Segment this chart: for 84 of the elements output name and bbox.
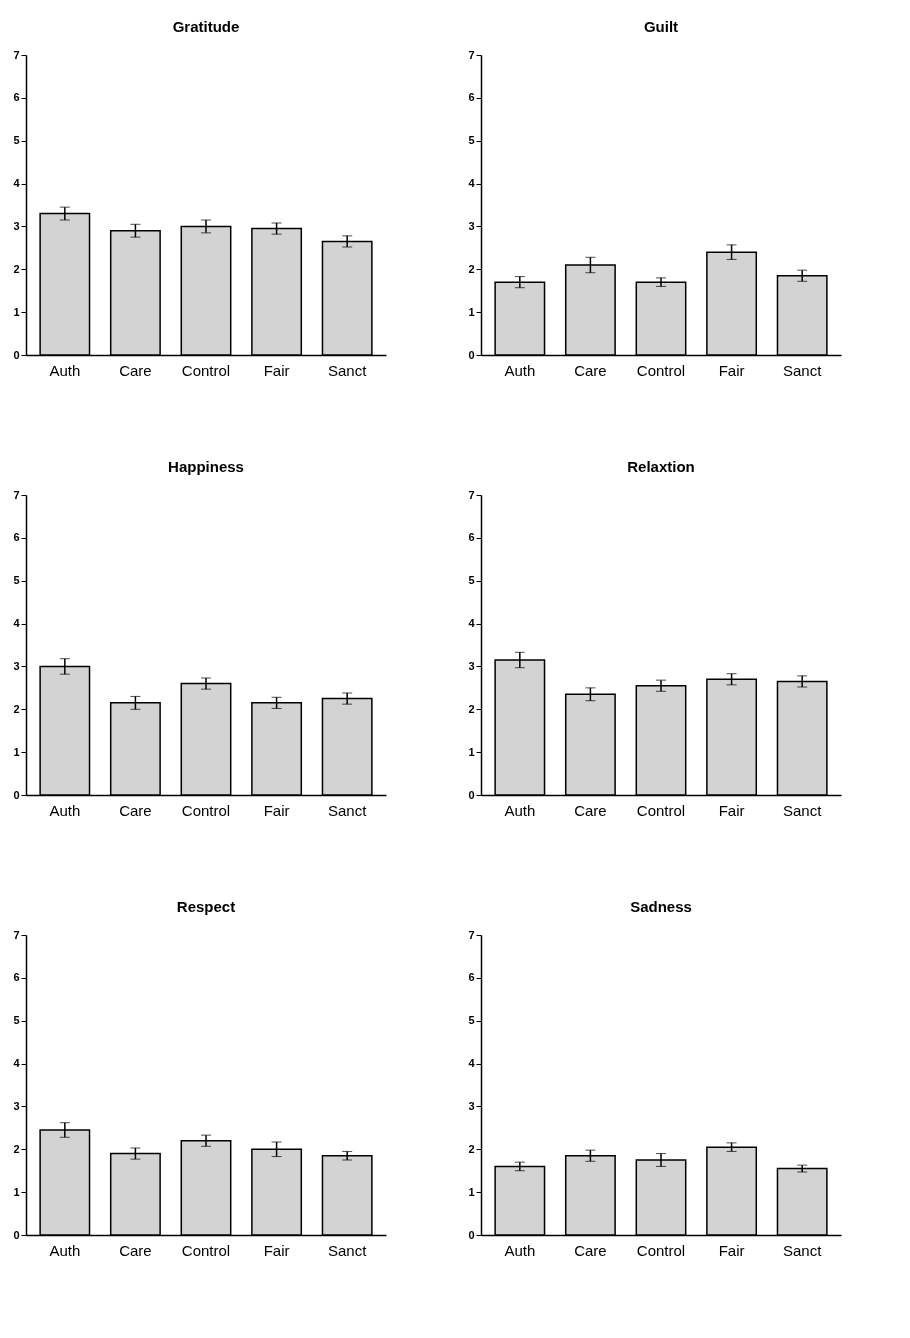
y-tick-label: 6 <box>468 91 475 104</box>
y-tick-label: 7 <box>13 928 20 941</box>
y-tick-label: 4 <box>13 617 21 630</box>
chart-title: Happiness <box>168 458 244 475</box>
y-tick-label: 6 <box>13 531 20 544</box>
x-tick-label: Control <box>181 361 231 379</box>
y-tick-label: 4 <box>468 1057 476 1070</box>
x-tick-label: Sanct <box>328 1241 368 1259</box>
y-tick-label: 7 <box>13 488 20 501</box>
x-tick-label: Control <box>636 361 686 379</box>
y-tick-label: 0 <box>13 788 20 801</box>
y-tick-label: 2 <box>468 262 475 275</box>
x-tick-label: Fair <box>263 1241 290 1259</box>
y-tick-label: 0 <box>13 348 20 361</box>
y-tick-label: 4 <box>13 1057 21 1070</box>
x-tick-label: Sanct <box>783 361 823 379</box>
x-tick-label: Care <box>574 1241 607 1259</box>
x-tick-label: Care <box>119 801 152 819</box>
y-tick-label: 7 <box>468 488 475 501</box>
y-tick-label: 2 <box>468 1142 475 1155</box>
y-tick-label: 7 <box>13 48 20 61</box>
x-tick-label: Care <box>574 801 607 819</box>
x-tick-label: Auth <box>49 801 81 819</box>
x-tick-label: Sanct <box>328 361 368 379</box>
y-tick-label: 0 <box>13 1228 20 1241</box>
x-tick-label: Fair <box>263 361 290 379</box>
y-tick-label: 5 <box>13 1014 20 1027</box>
y-tick-label: 4 <box>13 177 21 190</box>
y-tick-label: 3 <box>13 659 20 672</box>
chart-title: Respect <box>176 898 236 915</box>
y-tick-label: 7 <box>468 48 475 61</box>
chart-title: Sadness <box>630 898 692 915</box>
x-tick-label: Control <box>181 801 231 819</box>
x-tick-label: Control <box>181 1241 231 1259</box>
y-tick-label: 3 <box>468 219 475 232</box>
y-tick-label: 0 <box>468 1228 475 1241</box>
x-tick-label: Care <box>574 361 607 379</box>
chart-title: Relaxtion <box>627 458 695 475</box>
y-tick-label: 5 <box>13 134 20 147</box>
chart-title: Guilt <box>643 18 679 35</box>
y-tick-label: 5 <box>468 134 475 147</box>
y-tick-label: 6 <box>13 971 20 984</box>
y-tick-label: 3 <box>468 1099 475 1112</box>
y-tick-label: 6 <box>13 91 20 104</box>
y-tick-label: 1 <box>468 745 475 758</box>
y-tick-label: 5 <box>468 574 475 587</box>
x-tick-label: Fair <box>718 801 745 819</box>
y-tick-label: 6 <box>468 531 475 544</box>
y-tick-label: 0 <box>468 348 475 361</box>
x-tick-label: Care <box>119 1241 152 1259</box>
y-tick-label: 3 <box>13 219 20 232</box>
x-tick-label: Control <box>636 1241 686 1259</box>
x-tick-label: Sanct <box>783 801 823 819</box>
y-tick-label: 1 <box>13 745 20 758</box>
x-tick-label: Care <box>119 361 152 379</box>
y-tick-label: 3 <box>468 659 475 672</box>
x-tick-label: Auth <box>49 1241 81 1259</box>
x-tick-label: Sanct <box>783 1241 823 1259</box>
y-tick-label: 5 <box>468 1014 475 1027</box>
y-tick-label: 2 <box>468 702 475 715</box>
y-tick-label: 2 <box>13 702 20 715</box>
x-tick-label: Sanct <box>328 801 368 819</box>
y-tick-label: 1 <box>468 1185 475 1198</box>
x-tick-label: Fair <box>718 361 745 379</box>
y-tick-label: 0 <box>468 788 475 801</box>
y-tick-label: 2 <box>13 262 20 275</box>
x-tick-label: Fair <box>718 1241 745 1259</box>
x-tick-label: Control <box>636 801 686 819</box>
y-tick-label: 5 <box>13 574 20 587</box>
y-tick-label: 1 <box>468 305 475 318</box>
y-tick-label: 6 <box>468 971 475 984</box>
y-tick-label: 2 <box>13 1142 20 1155</box>
y-tick-label: 1 <box>13 305 20 318</box>
x-tick-label: Auth <box>504 1241 536 1259</box>
x-tick-label: Auth <box>504 361 536 379</box>
chart-title: Gratitude <box>172 18 240 35</box>
y-tick-label: 1 <box>13 1185 20 1198</box>
y-tick-label: 7 <box>468 928 475 941</box>
y-tick-label: 4 <box>468 617 476 630</box>
x-tick-label: Auth <box>49 361 81 379</box>
y-tick-label: 4 <box>468 177 476 190</box>
x-tick-label: Fair <box>263 801 290 819</box>
x-tick-label: Auth <box>504 801 536 819</box>
y-tick-label: 3 <box>13 1099 20 1112</box>
